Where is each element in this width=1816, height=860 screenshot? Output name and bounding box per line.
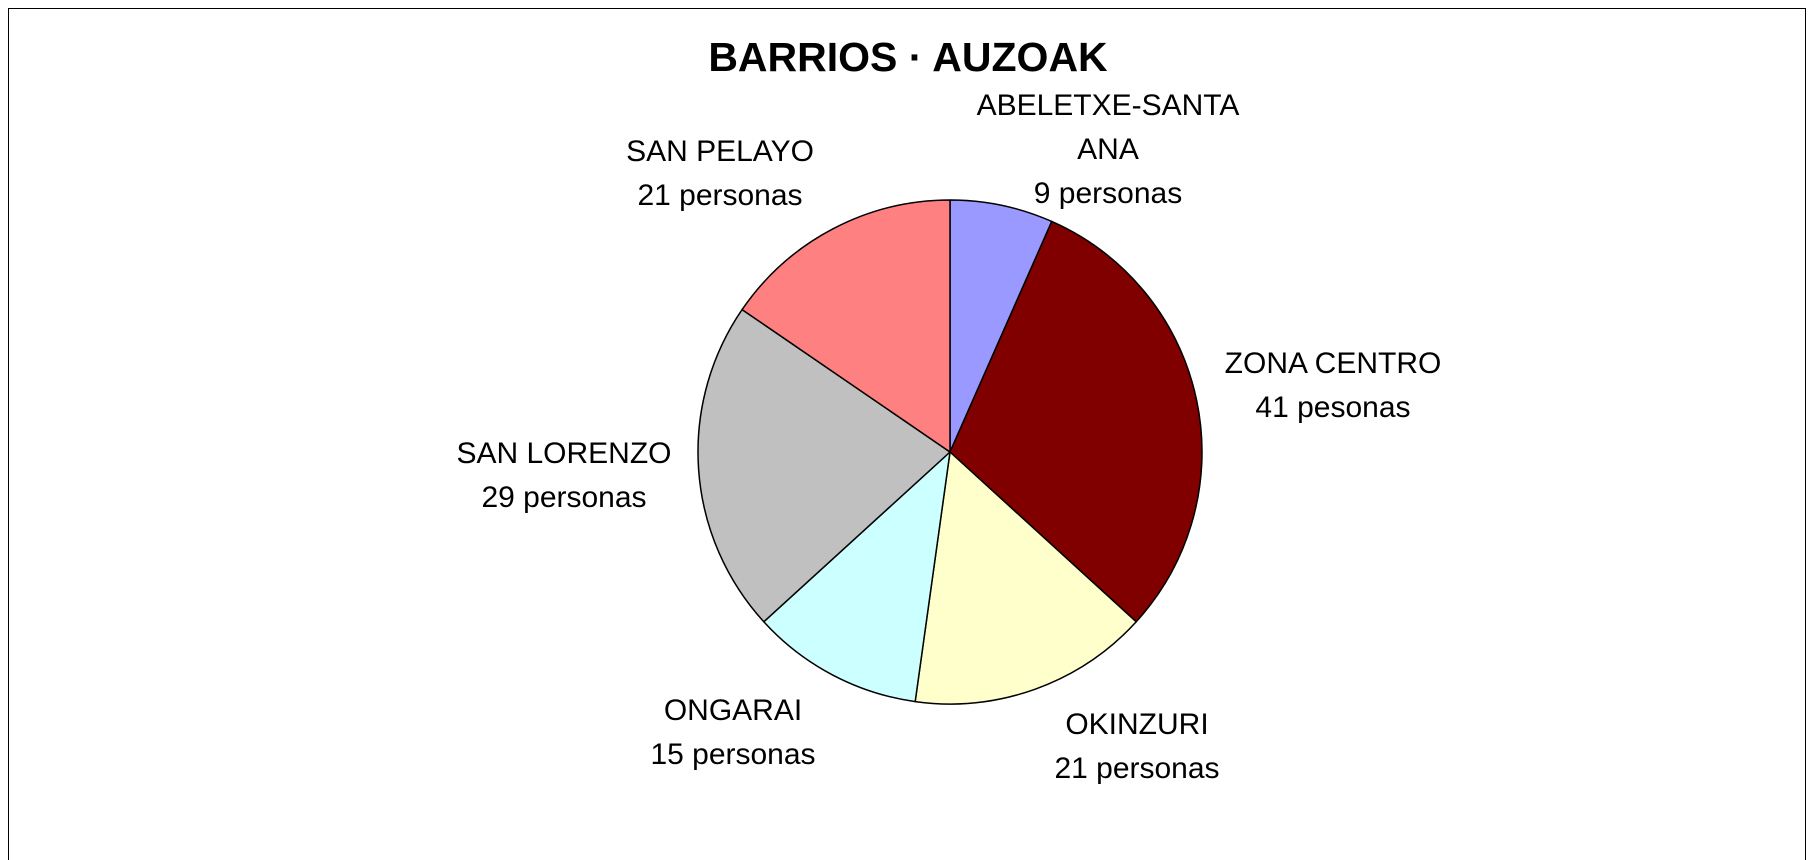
slice-label: ONGARAI 15 personas: [583, 689, 883, 777]
pie-slice: [763, 451, 951, 703]
chart-frame: [8, 8, 1806, 860]
data-label: 41 pesonas: [1255, 391, 1411, 424]
data-label: 15 personas: [650, 738, 816, 771]
slice-label: SAN PELAYO 21 personas: [570, 130, 870, 218]
pie-slice: [949, 220, 1203, 623]
category-label: OKINZURI: [1065, 708, 1209, 741]
category-label: ZONA CENTRO: [1224, 347, 1442, 380]
chart-title: BARRIOS · AUZOAK: [708, 34, 1108, 80]
category-label: SAN PELAYO: [626, 135, 814, 168]
slice-label: OKINZURI 21 personas: [987, 703, 1287, 791]
category-label: ABELETXE-SANTA ANA: [976, 89, 1240, 166]
category-label: ONGARAI: [663, 694, 803, 727]
pie-slice: [741, 199, 951, 453]
pie-slice: [914, 451, 1137, 705]
category-label: SAN LORENZO: [456, 437, 672, 470]
data-label: 21 personas: [637, 179, 803, 212]
slice-label: SAN LORENZO 29 personas: [414, 432, 714, 520]
data-label: 29 personas: [481, 481, 647, 514]
data-label: 9 personas: [1033, 177, 1183, 210]
slice-label: ABELETXE-SANTA ANA 9 personas: [958, 84, 1258, 216]
slice-label: ZONA CENTRO 41 pesonas: [1183, 342, 1483, 430]
data-label: 21 personas: [1054, 752, 1220, 785]
pie-slice: [697, 308, 951, 623]
